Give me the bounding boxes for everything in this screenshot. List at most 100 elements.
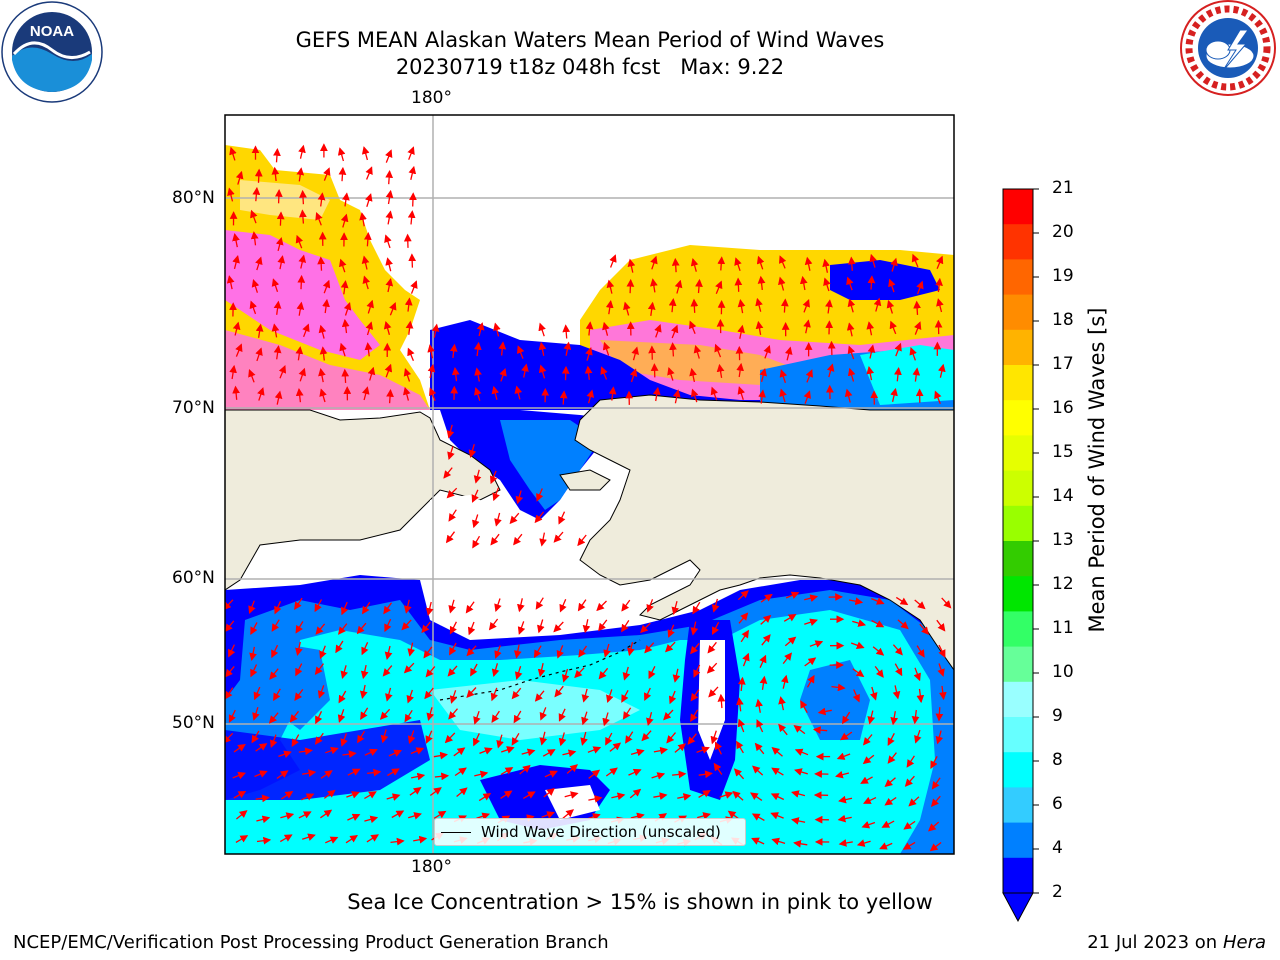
wind-wave-arrow [585,321,594,336]
wind-wave-arrow [340,280,349,295]
wind-wave-arrow [500,746,515,754]
wind-wave-arrow [494,512,502,527]
wind-wave-arrow [345,834,358,844]
wind-wave-arrow [407,210,416,225]
wind-wave-arrow [233,790,247,799]
wind-wave-arrow [302,769,317,778]
wind-wave-arrow [535,597,544,610]
wind-wave-arrow [756,719,764,733]
wind-wave-arrow [559,390,568,405]
wind-wave-arrow [937,663,945,677]
wind-wave-arrow [541,811,555,819]
wind-wave-arrow [409,787,422,796]
wind-wave-arrow [296,167,305,182]
wind-wave-arrow [302,833,316,841]
wind-wave-arrow [538,364,547,379]
wind-wave-arrow [361,255,370,270]
wind-wave-arrow [225,620,235,633]
colorbar-segment [1003,611,1033,648]
wind-wave-arrow [492,487,500,502]
wind-wave-arrow [934,390,942,405]
wind-wave-arrow [233,743,246,753]
wind-wave-arrow [235,343,243,357]
colorbar-segment [1003,681,1033,718]
wind-wave-arrow [936,298,944,313]
wind-wave-arrow [698,790,711,798]
wind-wave-arrow [433,751,448,760]
wind-wave-arrow [389,301,397,316]
wind-wave-arrow [473,710,481,725]
wind-wave-arrow [364,342,373,357]
colorbar-tick-label: 20 [1052,222,1074,242]
wind-wave-arrow [382,665,393,677]
wind-wave-arrow [690,621,699,636]
wind-wave-arrow [425,666,436,678]
wind-wave-arrow [278,364,287,379]
wind-wave-arrow [254,168,263,183]
colorbar-segment [1003,752,1033,788]
wind-wave-arrow [717,256,726,271]
wind-wave-arrow [340,665,349,680]
wind-wave-arrow [386,793,401,801]
wind-wave-arrow [895,596,909,606]
wind-wave-arrow [598,619,608,632]
wind-wave-arrow [847,256,856,271]
wind-wave-arrow [648,666,656,680]
wind-wave-arrow [629,368,638,383]
wind-wave-arrow [250,664,258,678]
wind-wave-arrow [275,237,284,252]
wind-wave-arrow [553,621,564,633]
wind-wave-arrow [761,634,771,646]
wind-wave-arrow [251,730,260,744]
wind-wave-arrow [466,687,477,698]
wind-wave-arrow [794,748,809,756]
wind-wave-arrow [670,324,679,339]
wind-wave-arrow [384,363,393,378]
colorbar-segment [1003,787,1033,824]
wind-wave-arrow [750,792,763,801]
wind-wave-arrow [338,623,348,635]
wind-wave-arrow [449,343,458,358]
wind-wave-arrow [586,389,595,404]
wind-wave-arrow [367,366,376,381]
wind-wave-arrow [402,386,411,401]
wind-wave-arrow [404,297,413,312]
wind-wave-arrow [319,645,327,660]
wind-wave-arrow [667,624,675,638]
wind-wave-arrow [383,602,393,615]
wind-wave-arrow [448,708,458,720]
wind-wave-arrow [500,790,513,799]
wind-wave-arrow [760,593,773,603]
wind-wave-arrow [863,796,877,804]
colorbar-tick-label: 13 [1052,530,1074,550]
wind-wave-arrow [621,689,629,703]
wind-wave-arrow [385,189,394,205]
wind-wave-arrow [473,469,482,484]
nws-logo [1180,0,1276,96]
wind-wave-arrow [894,367,902,382]
wind-wave-arrow [493,322,501,337]
wind-wave-arrow [294,597,303,610]
wind-wave-arrow [621,620,630,633]
wind-wave-arrow [903,820,916,830]
wind-wave-arrow [449,690,458,704]
wind-wave-arrow [274,189,283,204]
wind-wave-arrow [474,387,482,401]
wind-wave-arrow [941,597,952,609]
wind-wave-arrow [343,301,352,316]
wind-wave-arrow [860,776,873,784]
wind-wave-arrow [295,641,303,656]
wind-wave-arrow [677,793,692,801]
wind-wave-arrow [561,365,570,381]
wind-wave-arrow [793,839,808,848]
wind-wave-arrow [710,730,719,745]
wind-wave-arrow [561,668,570,683]
wind-wave-arrow [836,752,851,760]
wind-wave-arrow [342,750,357,759]
wind-wave-arrow [454,767,467,777]
wind-wave-arrow [879,842,893,850]
wind-wave-arrow [587,746,602,754]
wind-wave-arrow [674,743,687,753]
wind-wave-arrow [425,601,434,616]
wind-wave-arrow [379,708,391,720]
